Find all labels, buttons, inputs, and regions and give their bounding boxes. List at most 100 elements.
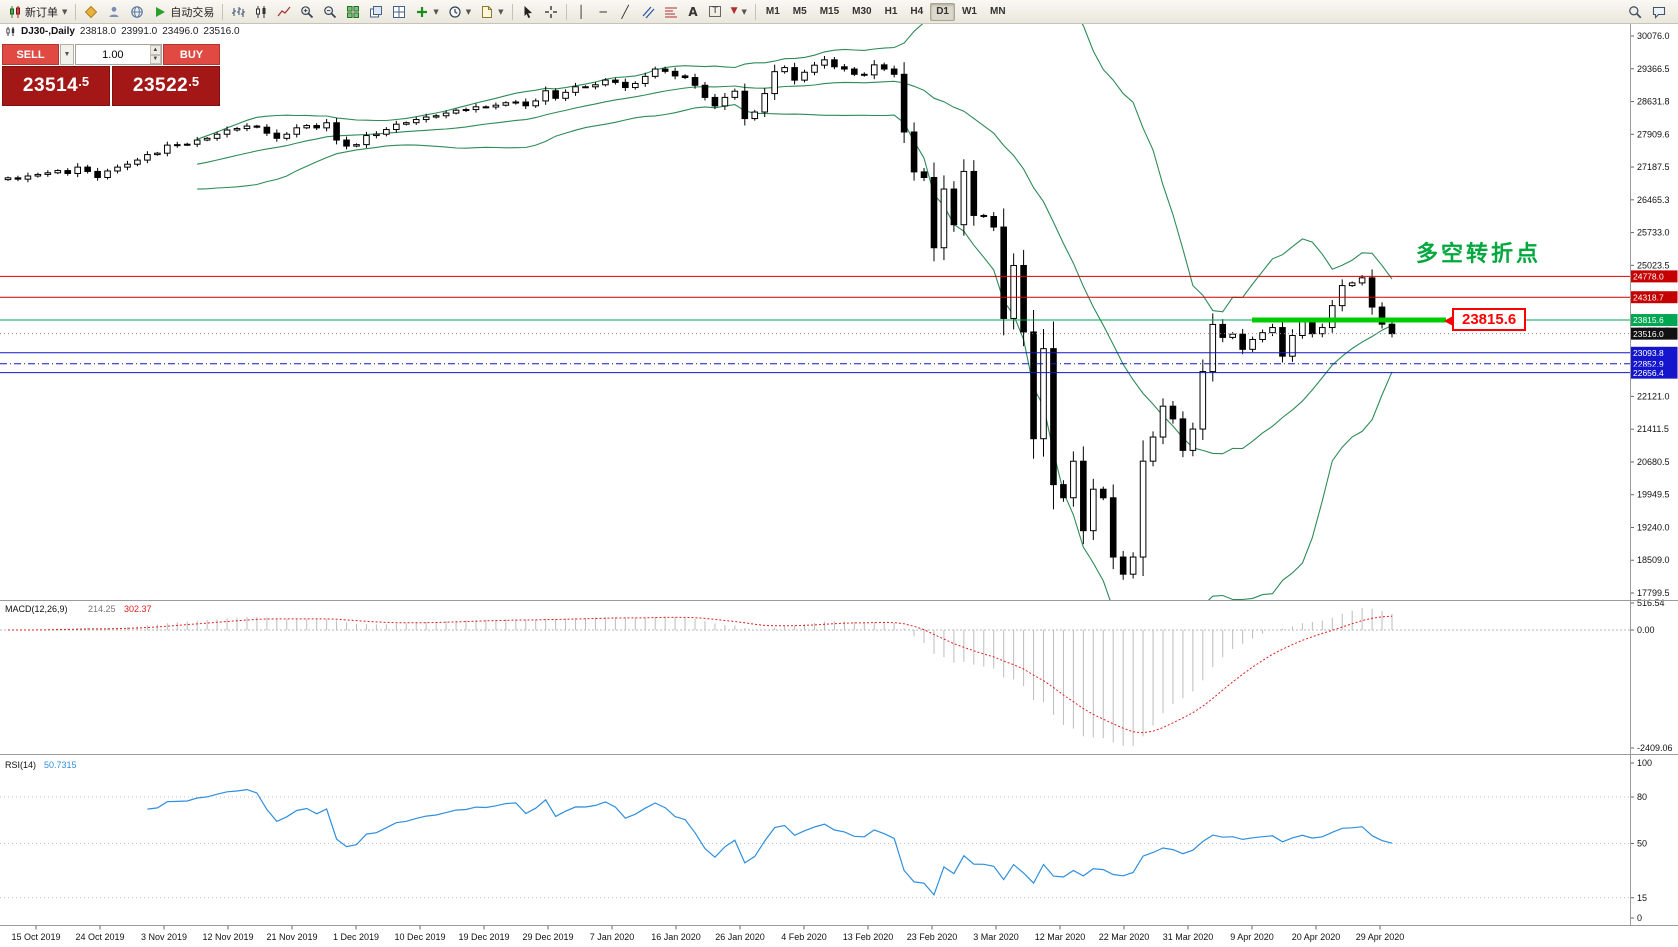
- candle-body: [452, 109, 460, 114]
- lot-dropdown[interactable]: ▼: [60, 44, 74, 65]
- candle-body: [612, 79, 619, 83]
- candle-body: [1099, 488, 1107, 499]
- rsi-axis-label: 100: [1637, 758, 1652, 768]
- callout-arrow-icon: [1444, 316, 1453, 326]
- candle-body: [1358, 277, 1366, 284]
- price-tag-label: 23516.0: [1633, 329, 1664, 339]
- rsi-axis-label: 15: [1637, 893, 1647, 903]
- sell-button[interactable]: SELL: [2, 44, 59, 65]
- candle-body: [1159, 405, 1167, 438]
- macd-axis-label: 516.54: [1637, 598, 1665, 608]
- new-order-label: 新订单: [25, 6, 58, 19]
- lot-decrease-button[interactable]: ▼: [149, 54, 161, 64]
- timeframe-w1-button[interactable]: W1: [956, 3, 983, 21]
- arrange-windows-button[interactable]: [388, 2, 410, 22]
- periods-button[interactable]: ▼: [444, 2, 475, 22]
- candle-body: [1050, 348, 1057, 486]
- candle-body: [104, 170, 111, 178]
- y-axis-label: 25023.5: [1637, 260, 1670, 270]
- timeframe-mn-button[interactable]: MN: [984, 3, 1012, 21]
- candle-body: [462, 109, 470, 112]
- candle-body: [323, 122, 330, 129]
- mql5-button[interactable]: [80, 2, 102, 22]
- ohlc-low: 23496.0: [162, 26, 199, 37]
- timeframe-h1-button[interactable]: H1: [879, 3, 904, 21]
- candle-body: [164, 144, 171, 154]
- candle-body: [263, 126, 271, 134]
- symbol-chart-icon: [6, 27, 15, 36]
- channel-tool[interactable]: [637, 2, 659, 22]
- new-order-button[interactable]: 新订单 ▼: [4, 2, 71, 22]
- price-chart[interactable]: 30076.0 29366.5 28631.8 27909.6 27187.5 26465…: [0, 24, 1678, 947]
- lot-increase-button[interactable]: ▲: [149, 45, 161, 55]
- line-chart-button[interactable]: [273, 2, 295, 22]
- x-axis-label: 31 Mar 2020: [1163, 932, 1214, 942]
- candle-body: [412, 119, 420, 124]
- candle-body: [900, 73, 908, 133]
- profile-button[interactable]: [103, 2, 125, 22]
- indicators-button[interactable]: ▼: [411, 2, 442, 22]
- timeframe-m1-button[interactable]: M1: [760, 3, 786, 21]
- price-tag-23093.8: [1630, 346, 1678, 359]
- timeframe-d1-button[interactable]: D1: [930, 2, 955, 21]
- vertical-line-tool[interactable]: │: [571, 2, 592, 22]
- toolbar-right-group: [1624, 2, 1674, 22]
- candle-body: [1199, 371, 1207, 430]
- templates-button[interactable]: ▼: [476, 2, 507, 22]
- candle-body: [1378, 306, 1386, 325]
- timeframe-m5-button[interactable]: M5: [787, 3, 813, 21]
- autotrading-label: 自动交易: [170, 6, 215, 19]
- zoom-in-button[interactable]: [296, 2, 318, 22]
- community-button[interactable]: [126, 2, 148, 22]
- price-tag-24318.7: [1630, 291, 1678, 304]
- x-axis-label: 1 Dec 2019: [333, 932, 379, 942]
- candle-body: [761, 93, 769, 113]
- arrows-tool[interactable]: ▼ ▼: [727, 2, 751, 22]
- fibonacci-tool[interactable]: [660, 2, 682, 22]
- rsi-label: RSI(14): [5, 760, 36, 770]
- candle-body: [373, 133, 380, 137]
- x-axis-label: 16 Jan 2020: [651, 932, 701, 942]
- new-order-icon: [10, 5, 20, 18]
- x-axis-label: 12 Nov 2019: [202, 932, 253, 942]
- candle-body: [74, 166, 81, 174]
- sell-price-box[interactable]: 23514 .5: [2, 66, 110, 106]
- timeframe-m30-button[interactable]: M30: [846, 3, 877, 21]
- buy-button[interactable]: BUY: [163, 44, 220, 65]
- candle-body: [622, 81, 629, 89]
- autotrading-button[interactable]: 自动交易: [149, 2, 218, 22]
- horizontal-line-tool[interactable]: ─: [593, 2, 614, 22]
- candle-body: [960, 170, 968, 226]
- bar-chart-button[interactable]: [227, 2, 249, 22]
- y-axis-label: 19949.5: [1637, 490, 1670, 500]
- buy-price-box[interactable]: 23522 .5: [112, 66, 220, 106]
- candle-body: [1189, 428, 1197, 451]
- cursor-button[interactable]: [517, 2, 539, 22]
- rsi-axis-label: 0: [1637, 913, 1642, 923]
- price-tag-label: 23815.6: [1633, 315, 1664, 325]
- chat-button[interactable]: [1648, 2, 1670, 22]
- candle-body: [990, 215, 998, 228]
- callout-price-label: 23815.6: [1462, 311, 1517, 328]
- timeframe-h4-button[interactable]: H4: [904, 3, 929, 21]
- crosshair-button[interactable]: [540, 2, 562, 22]
- candle-body: [213, 133, 221, 139]
- cascade-windows-button[interactable]: [365, 2, 387, 22]
- tile-windows-button[interactable]: [342, 2, 364, 22]
- search-button[interactable]: [1624, 2, 1646, 22]
- y-axis-label: 27187.5: [1637, 162, 1670, 172]
- trendline-tool[interactable]: ╱: [615, 2, 636, 22]
- timeframe-m15-button[interactable]: M15: [814, 3, 845, 21]
- lot-size-input[interactable]: [76, 45, 150, 64]
- line-chart-icon: [277, 6, 291, 16]
- label-tool[interactable]: T: [705, 2, 726, 22]
- candlestick-chart-button[interactable]: [250, 2, 272, 22]
- candle-body: [482, 106, 490, 109]
- candle-body: [1229, 333, 1236, 338]
- rsi-line: [147, 788, 1393, 896]
- text-tool[interactable]: A: [683, 2, 704, 22]
- person-icon: [109, 6, 119, 17]
- candle-body: [671, 70, 679, 77]
- zoom-out-button[interactable]: [319, 2, 341, 22]
- candle-body: [691, 77, 699, 86]
